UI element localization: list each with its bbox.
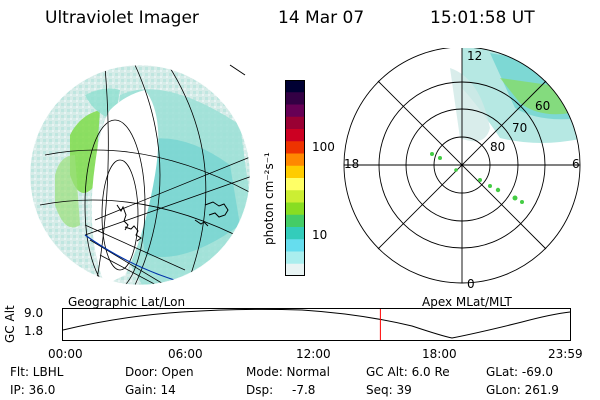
info-gain: Gain: 14 [125, 383, 176, 397]
colorbar-band [285, 104, 305, 118]
colorbar-band [285, 239, 305, 252]
timeline-y-tick-bottom: 1.8 [24, 324, 44, 338]
timeline-x-tick-1200: 12:00 [296, 347, 331, 361]
colorbar-band [285, 178, 305, 191]
mlt-label-6: 6 [572, 157, 580, 171]
timeline-x-tick-0000: 00:00 [48, 347, 83, 361]
colorbar-tick-100: 100 [312, 140, 335, 154]
colorbar [285, 80, 305, 276]
colorbar-band [285, 141, 305, 154]
info-door: Door: Open [125, 365, 194, 379]
colorbar-band [285, 227, 305, 240]
info-seq: Seq: 39 [366, 383, 412, 397]
timeline-y-label: GC Alt [3, 305, 17, 343]
timeline-x-tick-2359: 23:59 [548, 347, 583, 361]
colorbar-band [285, 214, 305, 228]
timeline-y-tick-top: 9.0 [24, 306, 44, 320]
colorbar-band [285, 153, 305, 167]
mlat-label-80: 80 [490, 140, 505, 154]
polar-mlt-plot: 12 18 6 0 60 70 80 [343, 48, 581, 291]
colorbar-border [285, 80, 305, 276]
timeline-x-tick-0600: 06:00 [168, 347, 203, 361]
timeline-plot [62, 308, 571, 341]
mlt-label-0: 0 [467, 277, 475, 291]
mlat-label-70: 70 [512, 121, 527, 135]
apex-grid-label: Apex MLat/MLT [422, 295, 512, 309]
colorbar-band [285, 80, 305, 93]
colorbar-band [285, 92, 305, 105]
colorbar-unit-label: photon cm⁻²s⁻¹ [262, 152, 276, 245]
geographic-auroral-image [29, 64, 251, 286]
geographic-grid-label: Geographic Lat/Lon [68, 295, 186, 309]
colorbar-band [285, 263, 305, 276]
colorbar-band [285, 129, 305, 142]
info-flt: Flt: LBHL [10, 365, 64, 379]
timeline-x-tick-1800: 18:00 [422, 347, 457, 361]
info-mode: Mode: Normal [246, 365, 330, 379]
colorbar-band [285, 190, 305, 203]
mlt-label-18: 18 [344, 157, 359, 171]
colorbar-band [285, 116, 305, 130]
info-ip: IP: 36.0 [10, 383, 56, 397]
info-dsp: Dsp: [246, 383, 274, 397]
colorbar-tick-10: 10 [312, 228, 328, 242]
mlt-label-12: 12 [467, 49, 482, 63]
mlat-label-60: 60 [535, 99, 550, 113]
instrument-title: Ultraviolet Imager [45, 8, 199, 28]
colorbar-band [285, 202, 305, 216]
info-glon: GLon: 261.9 [486, 383, 559, 397]
colorbar-band [285, 251, 305, 265]
colorbar-band [285, 165, 305, 179]
date-label: 14 Mar 07 [278, 8, 365, 28]
info-glat: GLat: -69.0 [486, 365, 553, 379]
info-dsp-value: -7.8 [292, 383, 316, 397]
time-label: 15:01:58 UT [430, 8, 535, 28]
info-gc-alt: GC Alt: 6.0 Re [366, 365, 450, 379]
